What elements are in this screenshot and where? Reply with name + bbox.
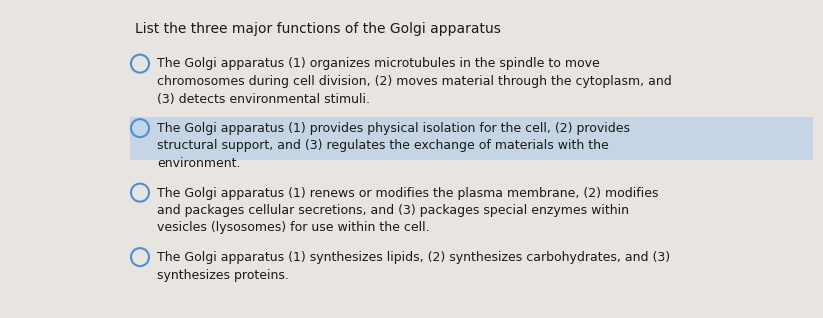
Text: environment.: environment. [157, 157, 240, 170]
Text: (3) detects environmental stimuli.: (3) detects environmental stimuli. [157, 93, 370, 106]
Text: The Golgi apparatus (1) provides physical isolation for the cell, (2) provides: The Golgi apparatus (1) provides physica… [157, 122, 630, 135]
Text: synthesizes proteins.: synthesizes proteins. [157, 268, 289, 281]
Text: The Golgi apparatus (1) organizes microtubules in the spindle to move: The Golgi apparatus (1) organizes microt… [157, 58, 600, 71]
FancyBboxPatch shape [130, 117, 813, 160]
Text: chromosomes during cell division, (2) moves material through the cytoplasm, and: chromosomes during cell division, (2) mo… [157, 75, 672, 88]
Text: The Golgi apparatus (1) synthesizes lipids, (2) synthesizes carbohydrates, and (: The Golgi apparatus (1) synthesizes lipi… [157, 251, 670, 264]
Text: and packages cellular secretions, and (3) packages special enzymes within: and packages cellular secretions, and (3… [157, 204, 629, 217]
Text: vesicles (lysosomes) for use within the cell.: vesicles (lysosomes) for use within the … [157, 222, 430, 234]
Text: structural support, and (3) regulates the exchange of materials with the: structural support, and (3) regulates th… [157, 140, 609, 153]
Text: The Golgi apparatus (1) renews or modifies the plasma membrane, (2) modifies: The Golgi apparatus (1) renews or modifi… [157, 186, 658, 199]
Text: List the three major functions of the Golgi apparatus: List the three major functions of the Go… [135, 22, 501, 36]
